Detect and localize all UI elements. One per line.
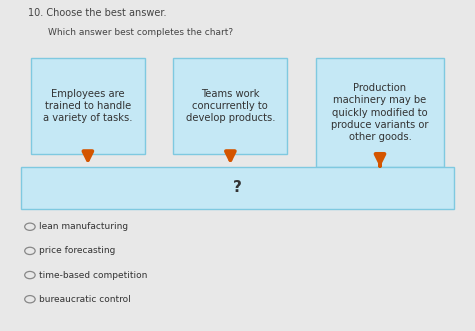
Text: lean manufacturing: lean manufacturing [39,222,129,231]
Text: Employees are
trained to handle
a variety of tasks.: Employees are trained to handle a variet… [43,88,133,123]
Text: 10. Choose the best answer.: 10. Choose the best answer. [28,8,167,18]
Circle shape [25,271,35,279]
Text: Production
machinery may be
quickly modified to
produce variants or
other goods.: Production machinery may be quickly modi… [331,83,429,142]
Circle shape [25,223,35,230]
FancyBboxPatch shape [316,58,444,167]
Circle shape [25,296,35,303]
FancyBboxPatch shape [31,58,145,154]
Text: Teams work
concurrently to
develop products.: Teams work concurrently to develop produ… [186,88,275,123]
FancyBboxPatch shape [21,167,454,209]
Text: bureaucratic control: bureaucratic control [39,295,131,304]
Text: time-based competition: time-based competition [39,270,148,280]
Text: ?: ? [233,180,242,195]
Circle shape [25,247,35,255]
Text: Which answer best completes the chart?: Which answer best completes the chart? [48,28,233,37]
FancyBboxPatch shape [173,58,287,154]
Text: price forecasting: price forecasting [39,246,116,256]
